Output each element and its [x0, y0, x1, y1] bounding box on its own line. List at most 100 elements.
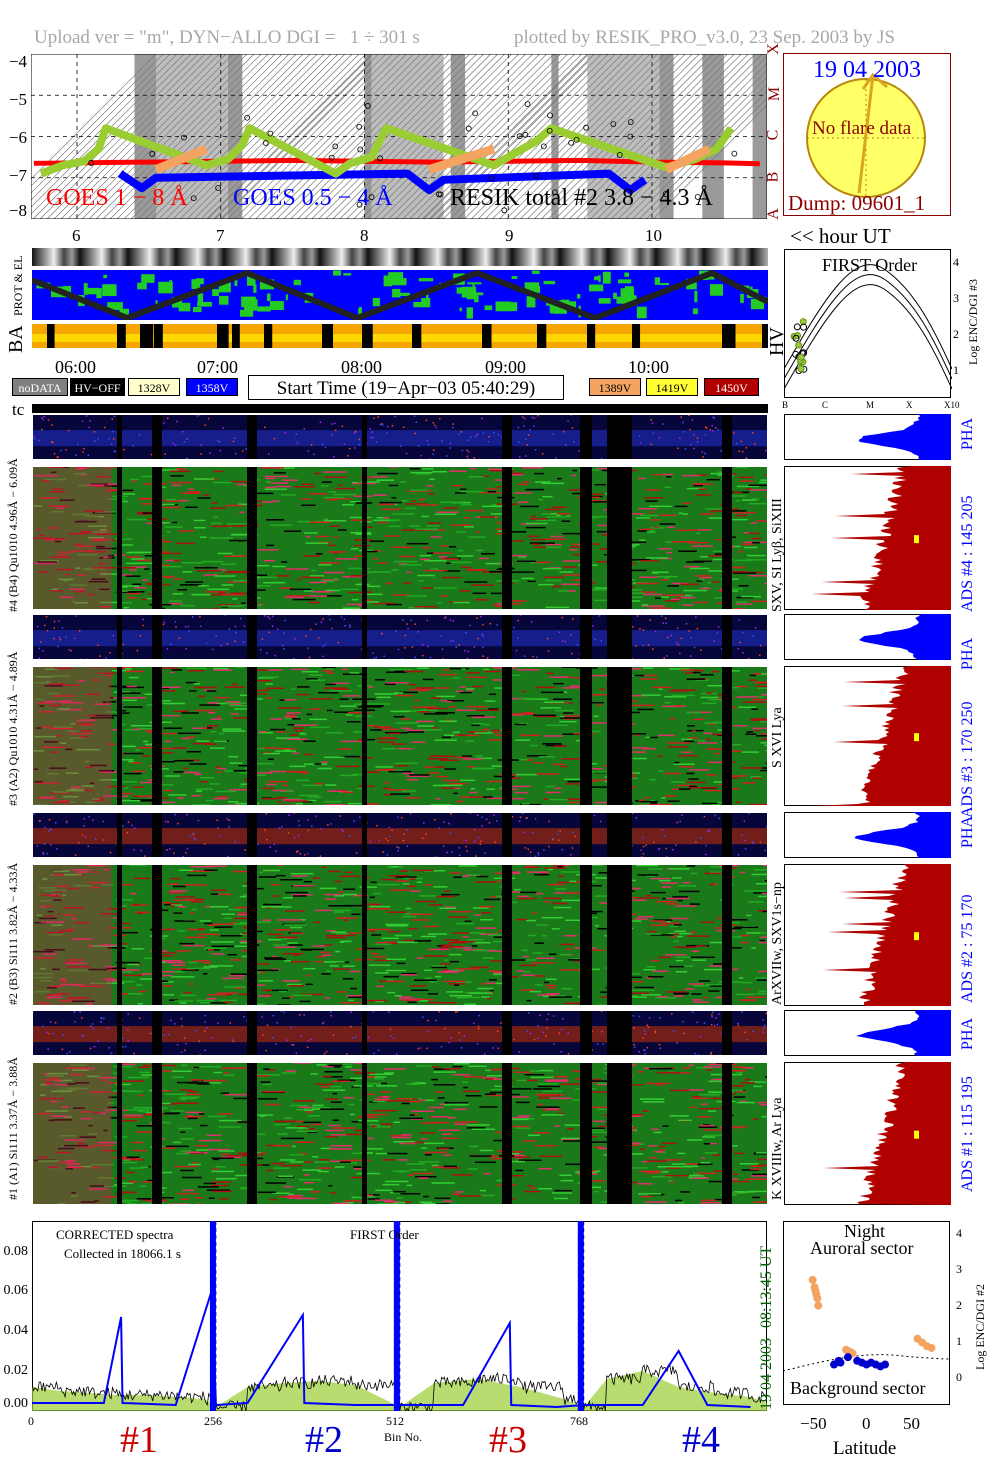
ads-streak [751, 498, 760, 500]
ads-streak [169, 904, 183, 906]
ads-streak [375, 1189, 392, 1192]
ads-streak [211, 502, 218, 504]
ads-streak [488, 1156, 494, 1158]
ads-streak [490, 562, 514, 565]
ads-streak [480, 475, 490, 478]
ads-streak [511, 472, 524, 475]
ads-streak [262, 1090, 286, 1093]
ads-streak [741, 751, 759, 753]
ads-streak [629, 976, 642, 979]
ads-streak [44, 668, 59, 670]
pha-speck [265, 813, 268, 815]
pha-speck [458, 1039, 461, 1041]
ads-streak [324, 1076, 343, 1078]
pha-speck [286, 1039, 289, 1041]
hatch-line [548, 54, 714, 219]
ads-streak [123, 706, 143, 708]
pha-speck [638, 1050, 640, 1053]
pha-speck [449, 447, 452, 449]
ads-streak [649, 924, 668, 927]
pha-speck [762, 1019, 764, 1021]
pha-speck [321, 1022, 324, 1025]
pha-speck [200, 625, 202, 628]
ads-streak [761, 673, 768, 675]
ads-streak [667, 800, 680, 802]
pha-speck [269, 846, 272, 848]
ads-streak [301, 772, 308, 774]
pha-speck [454, 1011, 457, 1013]
spectro-frame [32, 864, 768, 1006]
ads-streak [445, 719, 453, 722]
pha-speck [443, 821, 445, 823]
pha-speck [741, 1011, 743, 1013]
ads-streak [284, 596, 304, 599]
ads-streak [254, 698, 263, 700]
pha-speck [461, 449, 464, 452]
ads-streak [410, 471, 433, 474]
ads-streak [65, 1067, 89, 1069]
ads-streak [505, 871, 520, 873]
ads-streak [274, 485, 292, 488]
pha-speck [743, 820, 746, 822]
ads-streak [545, 606, 570, 609]
pha-speck [529, 429, 531, 431]
ads-streak [734, 926, 759, 929]
pha-speck [295, 433, 298, 435]
ads-streak [319, 580, 334, 582]
pha-speck [450, 640, 452, 642]
pha-speck [547, 650, 550, 652]
ads-streak [453, 601, 470, 604]
ads-streak [534, 942, 544, 944]
ads-streak [629, 777, 639, 780]
ads-streak [120, 969, 140, 971]
goes-y-tick: −4 [8, 52, 27, 71]
ads-streak [35, 698, 43, 700]
ads-streak [710, 510, 732, 512]
ads-streak [59, 1134, 76, 1137]
ads-streak [167, 892, 184, 894]
ads-streak [78, 680, 86, 682]
ads-streak [230, 703, 242, 706]
pha-speck [440, 1046, 443, 1048]
ads-streak [310, 726, 330, 729]
ads-streak [512, 600, 522, 602]
ads-streak [188, 870, 211, 873]
ads-streak [434, 1197, 451, 1200]
pha-speck [54, 1022, 57, 1024]
hatch-line [416, 54, 582, 219]
pha-speck [738, 619, 740, 621]
pha-speck [567, 420, 569, 422]
ads-streak [416, 881, 423, 884]
ads-streak [387, 980, 406, 983]
ads-streak [383, 975, 399, 978]
ads-streak [715, 538, 723, 541]
ads-streak [67, 969, 89, 972]
ads-streak [277, 707, 302, 709]
legend-1450v: 1450V [704, 378, 759, 396]
pha-speck [261, 1016, 263, 1018]
pha-speck [414, 432, 417, 435]
ads-streak [433, 1084, 456, 1086]
ads-streak [177, 920, 196, 922]
ads-streak [416, 998, 434, 1001]
ads-streak [100, 529, 107, 531]
ads-streak [333, 578, 340, 580]
ads-streak [672, 896, 688, 898]
ads-streak [129, 1167, 143, 1169]
ads-streak [160, 686, 181, 689]
pha-speck [567, 1032, 569, 1034]
pha-speck [633, 1046, 636, 1049]
goes-point [616, 152, 623, 158]
ads-streak [629, 694, 646, 697]
ads-streak [748, 484, 768, 487]
pha-speck [554, 457, 557, 459]
ads-streak [103, 556, 109, 559]
ads-streak [353, 731, 363, 733]
ads-streak [441, 784, 463, 786]
pha-speck [79, 1011, 81, 1013]
pha-speck [297, 819, 300, 822]
pha-speck [551, 838, 554, 841]
pha-speck [182, 430, 184, 433]
hatch-line [32, 54, 199, 219]
ads-streak [209, 507, 226, 509]
